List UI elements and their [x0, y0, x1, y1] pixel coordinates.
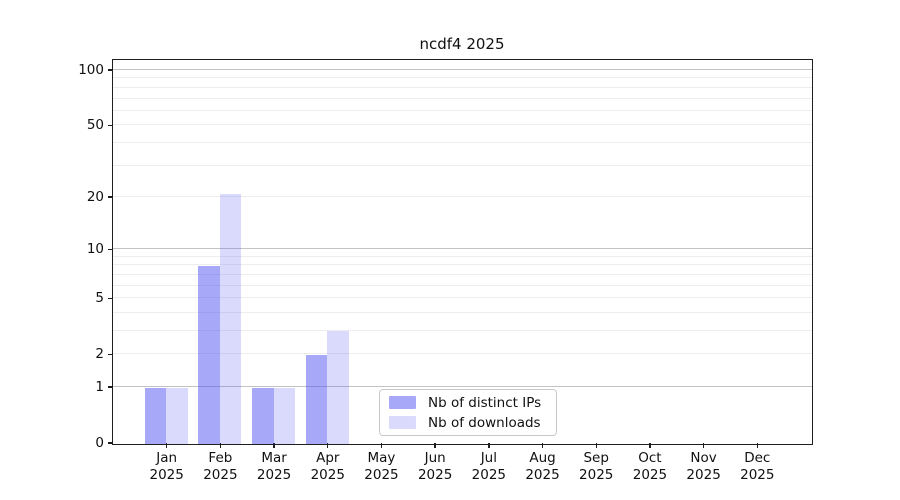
plot-area	[111, 58, 813, 445]
bar-apr-downloads	[327, 331, 349, 444]
x-tick-label-apr: Apr 2025	[310, 450, 345, 483]
x-tick-label-aug: Aug 2025	[525, 450, 560, 483]
y-gridline-minor	[112, 311, 812, 313]
chart-title: ncdf4 2025	[419, 35, 505, 53]
x-tick-label-dec: Dec 2025	[740, 450, 775, 483]
legend-label-distinct-ips: Nb of distinct IPs	[428, 394, 542, 411]
x-tick-mark	[649, 443, 651, 448]
legend-item-downloads: Nb of downloads	[389, 414, 547, 431]
y-gridline-minor	[112, 264, 812, 266]
y-tick-mark	[107, 353, 113, 355]
y-tick-mark	[107, 196, 113, 198]
y-gridline-minor	[112, 97, 812, 99]
bar-feb-distinct-ips	[198, 265, 220, 444]
x-tick-mark	[327, 443, 329, 448]
legend-item-distinct-ips: Nb of distinct IPs	[389, 394, 547, 411]
y-tick-mark	[107, 297, 113, 299]
y-gridline-minor	[112, 353, 812, 355]
y-tick-label: 10	[86, 241, 104, 258]
bar-jan-distinct-ips	[144, 387, 167, 444]
x-tick-label-jun: Jun 2025	[417, 450, 453, 483]
y-gridline-major	[112, 248, 812, 250]
x-tick-mark	[380, 443, 383, 448]
y-tick-label: 50	[86, 117, 104, 134]
y-gridline-minor	[112, 195, 812, 197]
legend: Nb of distinct IPs Nb of downloads	[379, 389, 557, 436]
bar-mar-distinct-ips	[252, 387, 274, 444]
y-gridline-minor	[112, 141, 812, 143]
y-tick-mark	[107, 248, 113, 250]
legend-swatch-downloads	[389, 416, 416, 429]
y-gridline-minor	[112, 109, 812, 111]
y-gridline-minor	[112, 329, 812, 331]
y-gridline-minor	[112, 164, 812, 166]
x-tick-mark	[756, 443, 758, 448]
x-tick-mark	[595, 443, 597, 448]
x-tick-mark	[434, 443, 436, 448]
y-tick-label: 5	[95, 290, 104, 307]
x-tick-label-feb: Feb 2025	[203, 450, 238, 483]
y-gridline-minor	[112, 297, 812, 299]
x-tick-label-jul: Jul 2025	[471, 450, 507, 483]
x-tick-mark	[541, 443, 544, 448]
y-tick-mark	[107, 442, 113, 444]
x-tick-label-may: May 2025	[364, 450, 399, 483]
x-tick-mark	[165, 443, 168, 448]
y-gridline-major	[112, 385, 812, 387]
x-tick-label-oct: Oct 2025	[632, 450, 668, 483]
y-tick-mark	[107, 124, 113, 126]
y-tick-mark	[107, 69, 113, 71]
x-tick-mark	[219, 443, 222, 448]
x-tick-mark	[488, 443, 490, 448]
legend-swatch-distinct-ips	[389, 396, 416, 409]
x-tick-label-mar: Mar 2025	[256, 450, 292, 483]
y-gridline-minor	[112, 284, 812, 286]
y-gridline-minor	[112, 124, 812, 126]
y-tick-label: 1	[95, 378, 104, 395]
bar-mar-downloads	[273, 387, 296, 444]
x-tick-label-sep: Sep 2025	[579, 450, 614, 483]
bar-feb-downloads	[219, 193, 242, 444]
y-tick-label: 100	[78, 62, 104, 79]
x-tick-label-nov: Nov 2025	[686, 450, 721, 483]
legend-label-downloads: Nb of downloads	[428, 414, 541, 431]
x-tick-mark	[702, 443, 705, 448]
x-tick-label-jan: Jan 2025	[149, 450, 184, 483]
y-gridline-minor	[112, 86, 812, 88]
y-gridline-minor	[112, 77, 812, 79]
y-gridline-minor	[112, 273, 812, 275]
x-tick-mark	[273, 443, 275, 448]
y-tick-label: 2	[95, 346, 104, 363]
y-tick-label: 0	[95, 435, 104, 451]
y-gridline-minor	[112, 255, 812, 257]
bar-apr-distinct-ips	[305, 354, 328, 444]
y-tick-mark	[107, 386, 113, 388]
y-tick-label: 20	[86, 188, 104, 205]
y-gridline-major	[112, 69, 812, 71]
bar-jan-downloads	[166, 387, 188, 444]
